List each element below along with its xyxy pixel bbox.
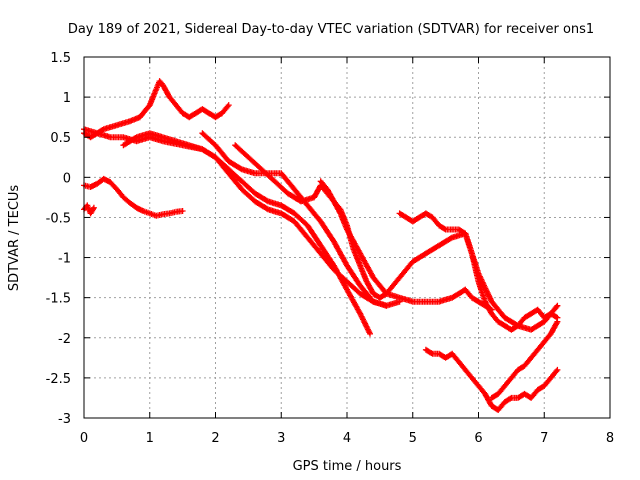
point-markers: [81, 202, 97, 217]
x-tick-label: 0: [80, 431, 88, 446]
y-tick-label: -1.5: [46, 292, 71, 307]
y-tick-label: 1.5: [50, 51, 71, 66]
series-arc5: [120, 130, 403, 309]
series-arc2: [81, 175, 186, 219]
y-tick-label: -2: [58, 332, 71, 347]
chart-title: Day 189 of 2021, Sidereal Day-to-day VTE…: [68, 22, 594, 37]
point-markers: [81, 175, 186, 219]
data-points: [81, 78, 561, 413]
point-markers: [120, 130, 403, 309]
point-markers: [317, 178, 561, 333]
y-tick-label: -3: [58, 412, 71, 427]
x-tick-label: 2: [211, 431, 219, 446]
y-tick-label: 1: [63, 91, 71, 106]
y-tick-label: -0.5: [46, 211, 71, 226]
y-tick-labels: 1.5 1 0.5 0 -0.5 -1 -1.5 -2 -2.5 -3: [46, 51, 71, 427]
series-arc1: [81, 78, 232, 141]
y-tick-label: -1: [58, 252, 71, 267]
series-arc11: [488, 318, 561, 401]
y-tick-label: 0.5: [50, 131, 71, 146]
x-tick-label: 5: [409, 431, 417, 446]
series-arc3: [81, 202, 97, 217]
x-tick-label: 1: [146, 431, 154, 446]
x-tick-label: 3: [277, 431, 285, 446]
x-tick-label: 6: [474, 431, 482, 446]
y-axis-label: SDTVAR / TECUs: [7, 185, 22, 292]
point-markers: [422, 346, 561, 413]
point-markers: [488, 318, 561, 401]
series-arc9: [396, 210, 561, 333]
grid-lines: [84, 57, 610, 418]
x-tick-labels: 0 1 2 3 4 5 6 7 8: [80, 431, 614, 446]
point-markers: [396, 210, 561, 333]
point-markers: [199, 130, 390, 309]
tick-marks: [83, 56, 611, 419]
point-markers: [81, 78, 232, 141]
y-tick-label: -2.5: [46, 372, 71, 387]
series-arc6: [199, 130, 390, 309]
x-tick-label: 8: [606, 431, 614, 446]
x-tick-label: 7: [540, 431, 548, 446]
x-tick-label: 4: [343, 431, 351, 446]
series-arc10: [422, 346, 561, 413]
y-tick-label: 0: [63, 171, 71, 186]
x-axis-label: GPS time / hours: [293, 459, 402, 474]
series-arc8: [317, 178, 561, 333]
